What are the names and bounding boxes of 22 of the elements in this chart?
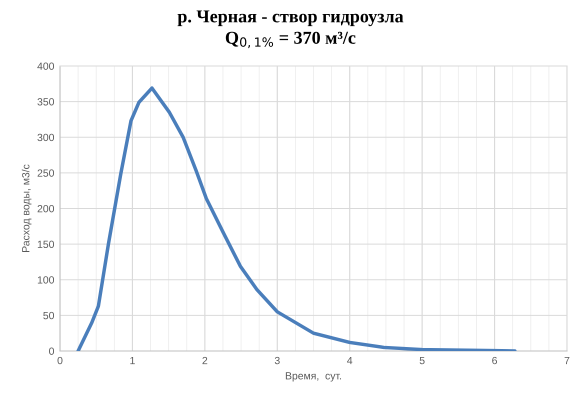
chart-subtitle: Q$_{0,1%}$ = 370 м³/с (226, 32, 356, 48)
x-tick-label: 4 (347, 356, 352, 364)
y-tick-label: 200 (38, 205, 54, 212)
chart-title: р. Черная - створ гидроузла (178, 10, 404, 26)
y-tick-label: 300 (37, 134, 54, 142)
y-axis-title: Расход воды, м3/с (22, 164, 32, 252)
x-tick-label: 0 (58, 356, 62, 364)
x-tick-label: 5 (420, 356, 425, 364)
line-series (76, 86, 517, 351)
x-tick-label: 6 (492, 356, 498, 364)
x-tick-label: 1 (130, 356, 135, 364)
x-axis-title: Время, сут. (286, 372, 342, 382)
x-tick-label: 2 (202, 356, 208, 364)
y-tick-label: 400 (37, 62, 54, 70)
y-tick-label: 150 (38, 240, 54, 248)
y-tick-label: 350 (37, 98, 54, 106)
y-tick-label: 50 (43, 312, 54, 320)
x-tick-label: 3 (274, 356, 280, 364)
y-tick-label: 100 (38, 276, 54, 284)
y-tick-label: 0 (49, 348, 54, 355)
x-tick-label: 7 (564, 356, 570, 364)
y-tick-label: 250 (38, 169, 54, 177)
